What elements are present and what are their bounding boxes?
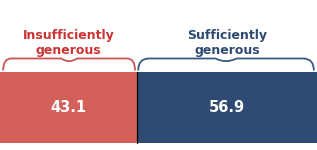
Bar xyxy=(137,72,317,142)
Text: Sufficiently
generous: Sufficiently generous xyxy=(187,29,267,57)
Bar xyxy=(0,72,137,142)
Text: Insufficiently
generous: Insufficiently generous xyxy=(23,29,114,57)
Text: 56.9: 56.9 xyxy=(209,100,245,115)
Text: 43.1: 43.1 xyxy=(50,100,86,115)
